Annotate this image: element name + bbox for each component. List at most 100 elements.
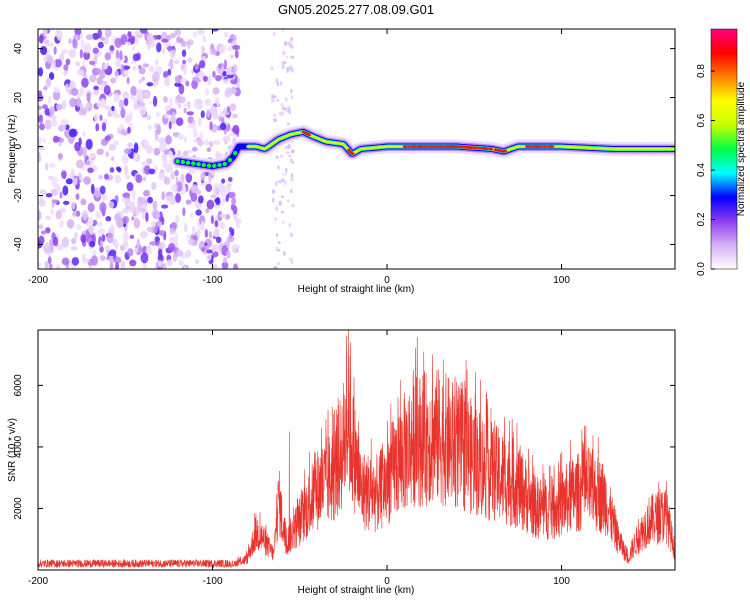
noise-speckle: [168, 60, 174, 69]
noise-speckle: [79, 86, 84, 97]
noise-speckle: [45, 193, 53, 198]
noise-speckle: [289, 64, 292, 70]
noise-speckle: [60, 119, 69, 126]
noise-speckle: [51, 176, 58, 187]
noise-speckle: [104, 135, 111, 141]
noise-speckle: [211, 29, 219, 32]
noise-speckle: [207, 75, 212, 86]
noise-speckle: [219, 122, 227, 131]
noise-speckle: [55, 263, 61, 269]
noise-speckle: [282, 29, 285, 33]
noise-speckle: [272, 31, 276, 37]
noise-speckle: [61, 237, 70, 248]
noise-speckle: [90, 255, 99, 266]
noise-speckle: [88, 224, 94, 234]
noise-speckle: [161, 191, 165, 201]
noise-speckle: [191, 146, 198, 152]
noise-speckle: [113, 113, 121, 119]
noise-speckle: [114, 241, 119, 250]
noise-speckle: [182, 207, 186, 217]
noise-speckle: [278, 200, 282, 206]
noise-speckle: [68, 128, 77, 138]
noise-speckle: [287, 108, 291, 114]
noise-speckle: [205, 88, 209, 96]
noise-speckle: [52, 199, 59, 204]
noise-speckle: [193, 102, 199, 109]
noise-speckle: [154, 130, 159, 142]
colorbar-tick-label: 0.6: [696, 113, 707, 127]
noise-speckle: [133, 103, 140, 111]
noise-speckle: [276, 82, 280, 87]
noise-speckle: [186, 111, 194, 116]
spectrogram-frame: [37, 28, 676, 270]
noise-speckle: [158, 172, 166, 181]
noise-speckle: [74, 141, 81, 152]
snr-x-label: Height of straight line (km): [298, 585, 415, 596]
noise-speckle: [166, 110, 173, 116]
noise-speckle: [137, 196, 143, 203]
noise-speckle: [59, 191, 63, 199]
noise-speckle: [141, 161, 149, 167]
noise-speckle: [123, 70, 129, 76]
noise-speckle: [213, 139, 221, 146]
noise-speckle: [122, 239, 129, 250]
noise-speckle: [109, 261, 114, 269]
snr-series-line: [38, 330, 675, 569]
noise-speckle: [99, 202, 107, 213]
noise-speckle: [141, 76, 146, 81]
noise-speckle: [75, 61, 80, 67]
noise-speckle: [74, 29, 82, 36]
noise-speckle: [169, 48, 176, 59]
noise-speckle: [279, 154, 283, 158]
noise-speckle: [161, 48, 166, 55]
noise-speckle: [179, 96, 186, 104]
noise-speckle: [38, 105, 43, 110]
noise-speckle: [61, 100, 67, 110]
noise-speckle: [221, 261, 229, 269]
noise-speckle: [168, 121, 172, 130]
noise-speckle: [276, 233, 279, 237]
noise-speckle: [93, 219, 98, 226]
colorbar-tick-label: 0.8: [696, 64, 707, 78]
noise-speckle: [103, 85, 111, 96]
noise-speckle: [178, 83, 185, 95]
noise-speckle: [85, 34, 94, 40]
noise-speckle: [155, 59, 159, 66]
noise-speckle: [100, 83, 104, 91]
noise-speckle: [123, 97, 129, 107]
noise-speckle: [166, 46, 175, 51]
noise-speckle: [169, 115, 177, 125]
noise-speckle: [197, 116, 202, 128]
noise-speckle: [152, 95, 158, 107]
noise-speckle: [80, 234, 87, 243]
noise-speckle: [46, 54, 53, 64]
noise-speckle: [163, 176, 171, 185]
noise-speckle: [291, 203, 295, 208]
noise-speckle: [226, 105, 231, 113]
noise-speckle: [120, 107, 126, 119]
noise-speckle: [281, 61, 284, 66]
noise-speckle: [291, 149, 295, 154]
noise-speckle: [275, 155, 280, 159]
noise-speckle: [187, 41, 191, 49]
noise-speckle: [183, 107, 187, 113]
ridge-point: [212, 163, 217, 169]
noise-speckle: [43, 243, 51, 248]
noise-speckle: [161, 38, 169, 43]
noise-speckle: [139, 104, 147, 116]
noise-speckle: [133, 96, 138, 106]
noise-speckle: [89, 74, 97, 83]
noise-speckle: [71, 87, 79, 96]
noise-speckle: [131, 189, 136, 201]
noise-speckle: [129, 35, 136, 42]
spectrogram-y-label: Frequency (Hz): [7, 115, 18, 184]
noise-speckle: [273, 217, 278, 221]
noise-speckle: [146, 226, 154, 233]
noise-speckle: [82, 146, 87, 158]
x-tick-label: 100: [553, 576, 570, 587]
noise-speckle: [147, 124, 152, 131]
noise-speckle: [71, 201, 76, 210]
ridge-point: [233, 150, 238, 156]
noise-speckle: [82, 253, 86, 264]
noise-speckle: [38, 151, 41, 163]
